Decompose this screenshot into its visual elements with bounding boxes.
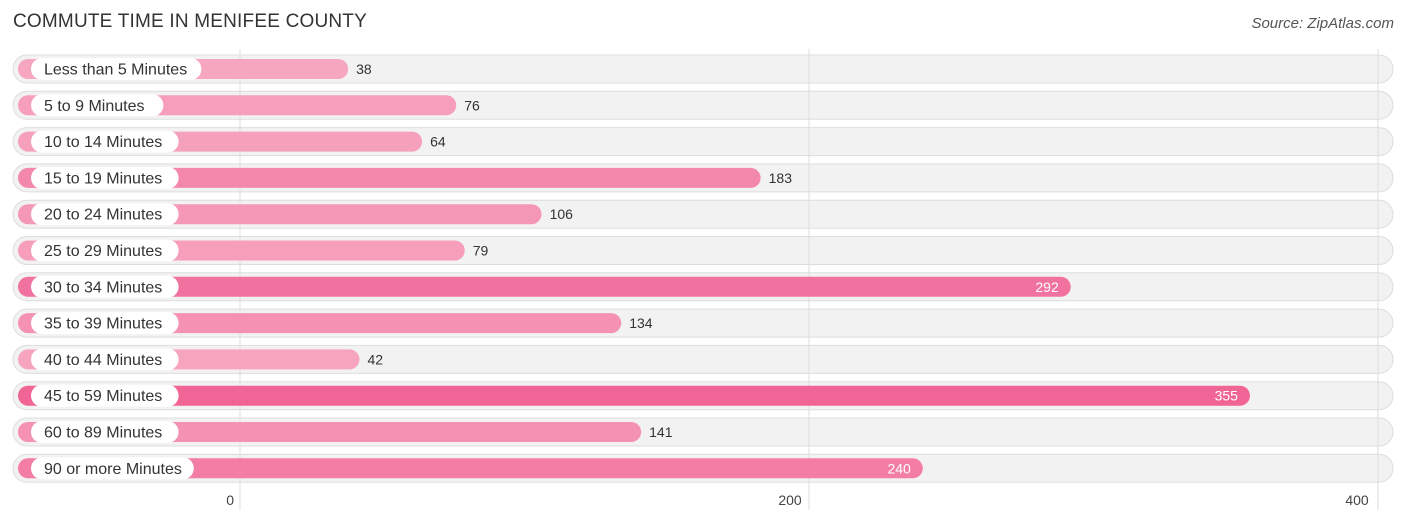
value-label: 79: [473, 243, 489, 259]
category-label: 45 to 59 Minutes: [44, 388, 162, 405]
value-label: 292: [1035, 279, 1059, 295]
category-label: 25 to 29 Minutes: [44, 243, 162, 260]
value-label: 183: [769, 170, 793, 186]
value-label: 134: [629, 315, 653, 331]
bar[interactable]: [18, 458, 923, 479]
category-label: 90 or more Minutes: [44, 461, 182, 478]
category-label-pill: [31, 239, 179, 262]
category-label: 20 to 24 Minutes: [44, 207, 162, 224]
x-tick-label: 400: [1345, 492, 1369, 508]
value-label: 355: [1215, 388, 1239, 404]
category-label-pill: [31, 58, 202, 80]
category-label: 15 to 19 Minutes: [44, 170, 162, 187]
category-label-pill: [31, 94, 164, 117]
source-label: Source: ZipAtlas.com: [1251, 15, 1394, 32]
category-label: 10 to 14 Minutes: [44, 134, 162, 151]
category-label: 60 to 89 Minutes: [44, 425, 162, 442]
category-label-pill: [31, 348, 179, 371]
value-label: 38: [356, 61, 372, 77]
category-label-pill: [31, 312, 179, 335]
category-label: 40 to 44 Minutes: [44, 352, 162, 369]
category-label-pill: [31, 421, 179, 443]
bar-track: [12, 54, 1394, 84]
bar-track: [12, 344, 1394, 374]
category-label-pill: [31, 275, 179, 298]
value-label: 76: [464, 97, 480, 113]
x-tick-label: 200: [778, 492, 802, 508]
category-label-pill: [31, 166, 179, 189]
value-label: 64: [430, 134, 446, 150]
category-label: Less than 5 Minutes: [44, 62, 187, 79]
value-label: 141: [649, 424, 673, 440]
value-label: 106: [550, 206, 574, 222]
x-tick-label: 0: [226, 492, 234, 508]
bar[interactable]: [18, 167, 761, 188]
category-label: 30 to 34 Minutes: [44, 279, 162, 296]
value-label: 42: [367, 351, 383, 367]
category-label-pill: [31, 384, 179, 407]
value-label: 240: [887, 460, 911, 476]
bar[interactable]: [18, 276, 1071, 297]
category-label-pill: [31, 457, 194, 480]
category-label: 35 to 39 Minutes: [44, 316, 162, 333]
category-label-pill: [31, 203, 179, 226]
chart-title: COMMUTE TIME IN MENIFEE COUNTY: [13, 11, 367, 32]
bar[interactable]: [18, 385, 1250, 406]
category-label: 5 to 9 Minutes: [44, 98, 145, 115]
category-label-pill: [31, 130, 179, 153]
